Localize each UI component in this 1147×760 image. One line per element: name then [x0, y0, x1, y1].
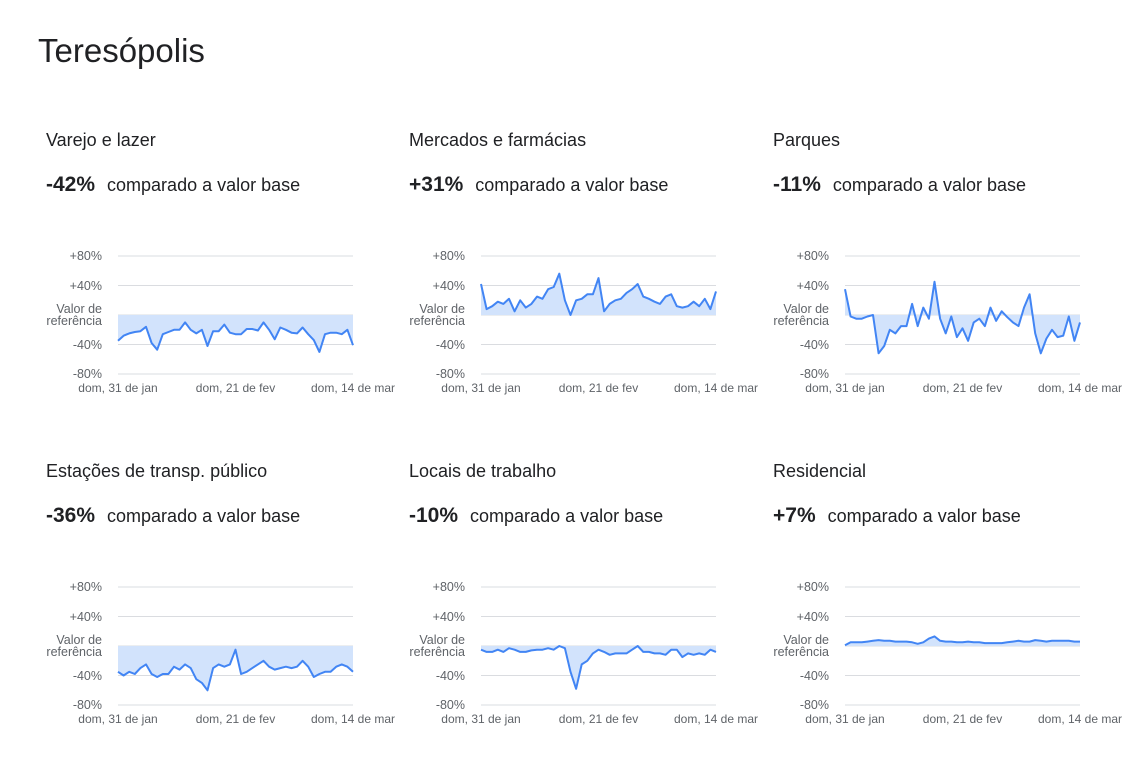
x-tick-label: dom, 21 de fev	[558, 712, 639, 726]
line	[117, 648, 354, 692]
y-tick-label: -80%	[72, 367, 102, 381]
y-tick-label: +80%	[796, 580, 829, 594]
y-tick-label: +40%	[796, 609, 829, 624]
area	[481, 273, 716, 315]
y-tick-label: -80%	[72, 698, 102, 712]
chart-panel: Locais de trabalho -10% comparado a valor …	[409, 459, 769, 759]
y-tick-label: +80%	[432, 249, 465, 263]
change-text: comparado a valor base	[107, 506, 301, 526]
x-tick-label: dom, 31 de jan	[441, 381, 521, 395]
change-value: +31%	[409, 173, 464, 196]
change-value: -42%	[46, 173, 96, 196]
chart	[480, 586, 717, 706]
area	[845, 281, 1080, 354]
y-tick-label: Valor de referência	[409, 633, 465, 659]
chart	[480, 255, 717, 375]
x-tick-label: dom, 31 de jan	[805, 712, 885, 726]
change-value: -11%	[773, 173, 821, 196]
y-tick-label: -40%	[72, 337, 102, 352]
change-text: comparado a valor base	[832, 175, 1026, 195]
y-tick-label: Valor de referência	[409, 302, 465, 328]
chart-panel: Estações de transp. público -36% comparado…	[46, 459, 406, 759]
chart-panel: Mercados e farmácias +31% comparado a valo…	[409, 128, 769, 428]
y-tick-label: +40%	[69, 278, 102, 293]
y-tick-label: -80%	[799, 367, 829, 381]
x-tick-label: dom, 31 de jan	[441, 712, 521, 726]
chart-panel: Varejo e lazer -42% comparado a valor base…	[46, 128, 406, 428]
x-tick-label: dom, 31 de jan	[805, 381, 885, 395]
y-tick-label: -40%	[799, 337, 829, 352]
line	[480, 272, 717, 316]
change-text: comparado a valor base	[107, 175, 301, 195]
area	[118, 646, 353, 691]
y-tick-label: -80%	[435, 367, 465, 381]
x-tick-label: dom, 21 de fev	[558, 381, 639, 395]
x-tick-label: dom, 14 de mar	[1037, 381, 1123, 395]
line	[844, 635, 1080, 647]
change-row: +31% comparado a valor base	[409, 173, 668, 197]
change-row: -11% comparado a valor base	[773, 173, 1026, 197]
x-tick-label: dom, 14 de mar	[310, 712, 396, 726]
x-tick-label: dom, 14 de mar	[1037, 712, 1123, 726]
y-tick-label: -80%	[435, 698, 465, 712]
change-text: comparado a valor base	[827, 506, 1021, 526]
y-tick-label: -40%	[72, 668, 102, 683]
y-tick-label: -40%	[435, 668, 465, 683]
chart-title: Estações de transp. público	[46, 461, 268, 481]
change-text: comparado a valor base	[470, 506, 664, 526]
y-tick-label: +80%	[69, 580, 102, 594]
x-tick-label: dom, 31 de jan	[78, 712, 158, 726]
y-tick-label: Valor de referência	[46, 633, 102, 659]
chart-title: Locais de trabalho	[409, 461, 557, 481]
x-tick-label: dom, 14 de mar	[673, 712, 759, 726]
chart-title: Parques	[773, 130, 841, 150]
chart	[844, 586, 1080, 706]
y-tick-label: -40%	[435, 337, 465, 352]
x-tick-label: dom, 31 de jan	[78, 381, 158, 395]
area	[481, 646, 716, 689]
change-text: comparado a valor base	[475, 175, 669, 195]
chart	[844, 255, 1081, 375]
change-value: +7%	[773, 504, 816, 527]
chart-title: Mercados e farmácias	[409, 130, 587, 150]
change-row: +7% comparado a valor base	[773, 504, 1021, 528]
change-row: -42% comparado a valor base	[46, 173, 300, 197]
x-tick-label: dom, 21 de fev	[922, 712, 1003, 726]
y-tick-label: +80%	[69, 249, 102, 263]
chart-panel: Residencial +7% comparado a valor base +80%…	[773, 459, 1133, 759]
y-tick-label: Valor de referência	[773, 302, 829, 328]
change-value: -10%	[409, 504, 459, 527]
y-tick-label: -40%	[799, 668, 829, 683]
y-tick-label: +40%	[432, 278, 465, 293]
y-tick-label: +40%	[796, 278, 829, 293]
chart	[117, 255, 354, 375]
y-tick-label: Valor de referência	[46, 302, 102, 328]
y-tick-label: +80%	[432, 580, 465, 594]
y-tick-label: Valor de referência	[773, 633, 829, 659]
page-title: Teresópolis	[38, 32, 205, 69]
chart	[117, 586, 354, 706]
change-value: -36%	[46, 504, 96, 527]
x-tick-label: dom, 14 de mar	[673, 381, 759, 395]
area	[845, 636, 1080, 646]
line	[844, 280, 1081, 355]
x-tick-label: dom, 21 de fev	[195, 381, 276, 395]
change-row: -36% comparado a valor base	[46, 504, 300, 528]
x-tick-label: dom, 21 de fev	[922, 381, 1003, 395]
y-tick-label: -80%	[799, 698, 829, 712]
x-tick-label: dom, 14 de mar	[310, 381, 396, 395]
chart-panel: Parques -11% comparado a valor base +80% +40…	[773, 128, 1133, 428]
x-tick-label: dom, 21 de fev	[195, 712, 276, 726]
y-tick-label: +40%	[69, 609, 102, 624]
y-tick-label: +40%	[432, 609, 465, 624]
line	[480, 645, 717, 690]
chart-title: Residencial	[773, 461, 867, 481]
chart-title: Varejo e lazer	[46, 130, 156, 150]
change-row: -10% comparado a valor base	[409, 504, 663, 528]
y-tick-label: +80%	[796, 249, 829, 263]
line	[117, 321, 354, 353]
